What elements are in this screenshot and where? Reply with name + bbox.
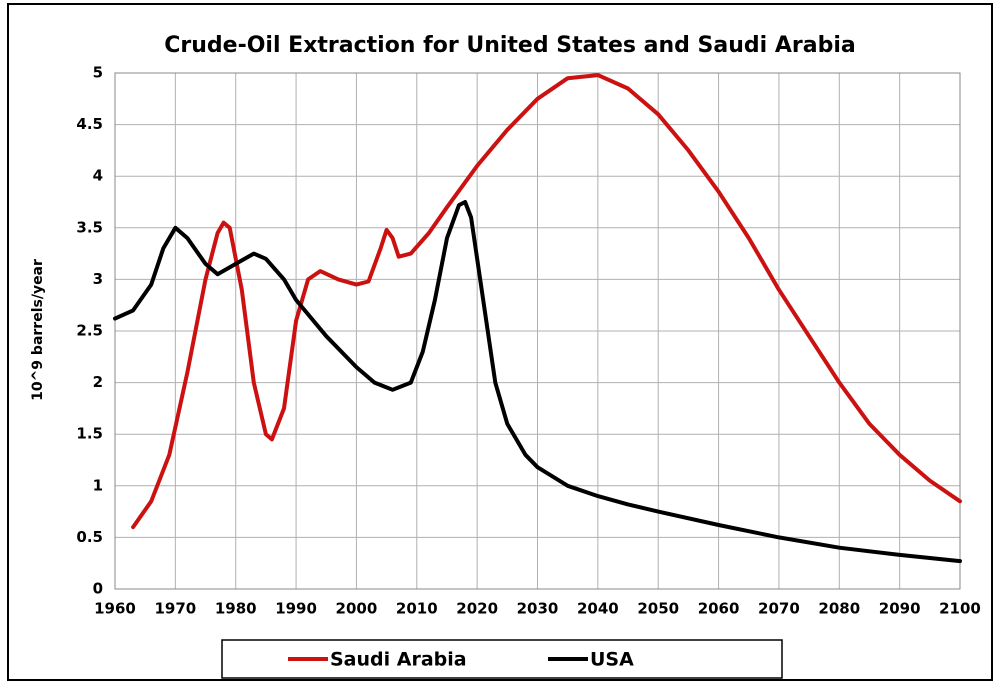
x-tick-label: 1980 [215, 600, 257, 618]
y-tick-label: 3.5 [76, 218, 103, 236]
x-tick-label: 2030 [517, 600, 559, 618]
legend-label: USA [590, 649, 634, 671]
x-tick-label: 2020 [456, 600, 498, 618]
legend: Saudi Arabia USA [288, 649, 634, 671]
plot-lines [113, 73, 962, 564]
x-tick-label: 2080 [818, 600, 860, 618]
y-tick-label: 4.5 [76, 115, 103, 133]
y-tick-label: 0 [93, 580, 103, 598]
chart-title: Crude-Oil Extraction for United States a… [164, 33, 855, 58]
y-tick-label: 2 [93, 373, 103, 391]
y-tick-label: 5 [93, 64, 103, 82]
x-tick-label: 2010 [396, 600, 438, 618]
y-tick-label: 3 [93, 270, 103, 288]
y-tick-label: 0.5 [76, 528, 103, 546]
y-axis-label: 10^9 barrels/year [30, 259, 46, 401]
x-tick-label: 2050 [637, 600, 679, 618]
x-tick-label: 2060 [698, 600, 740, 618]
series-line [131, 73, 962, 530]
x-tick-label: 2040 [577, 600, 619, 618]
x-tick-label: 2100 [939, 600, 981, 618]
x-tick-label: 1970 [154, 600, 196, 618]
y-tick-label: 1.5 [76, 425, 103, 443]
series-line [113, 200, 962, 564]
y-tick-label: 1 [93, 476, 103, 494]
plot-border [114, 72, 961, 590]
x-tick-label: 2090 [879, 600, 921, 618]
legend-label: Saudi Arabia [330, 649, 467, 671]
x-tick-label: 2000 [336, 600, 378, 618]
x-tick-label: 2070 [758, 600, 800, 618]
x-tick-label: 1990 [275, 600, 317, 618]
grid [114, 72, 961, 590]
chart-frame [7, 3, 993, 681]
y-tick-label: 4 [93, 167, 103, 185]
y-tick-label: 2.5 [76, 322, 103, 340]
x-tick-label: 1960 [94, 600, 136, 618]
